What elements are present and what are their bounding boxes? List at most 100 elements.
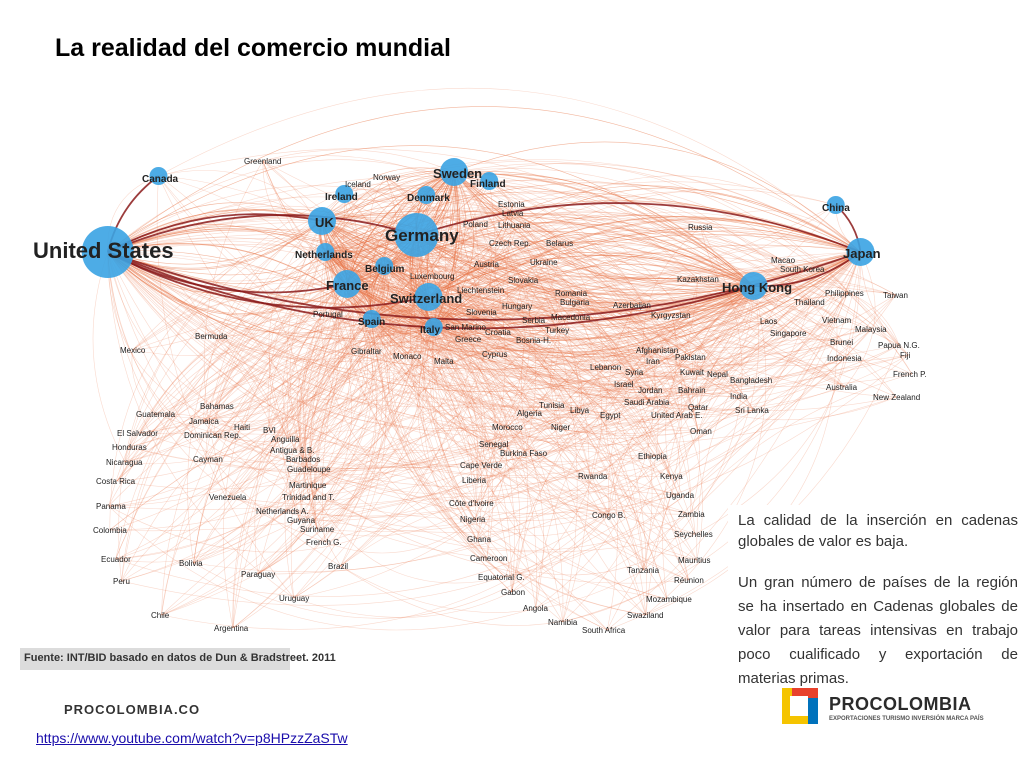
- network-edge: [416, 234, 681, 416]
- network-node-label: Austria: [474, 260, 499, 269]
- network-edge: [346, 266, 636, 373]
- network-edge: [416, 234, 872, 348]
- network-edge: [650, 285, 754, 391]
- network-node-label: Zambia: [678, 510, 705, 519]
- network-node-label: Ecuador: [101, 555, 131, 564]
- network-edge: [158, 148, 846, 388]
- network-edge: [139, 314, 372, 434]
- network-edge: [383, 207, 515, 267]
- network-edge: [203, 221, 861, 422]
- youtube-link[interactable]: https://www.youtube.com/watch?v=p8HPzzZa…: [36, 730, 348, 746]
- network-edge: [433, 326, 512, 593]
- network-edge: [433, 204, 836, 350]
- network-edge: [107, 251, 650, 409]
- network-edge: [346, 283, 693, 404]
- network-edge: [371, 171, 456, 320]
- network-edge: [476, 279, 531, 481]
- network-edge: [698, 285, 754, 408]
- network-node-label: Gibraltar: [351, 347, 382, 356]
- network-node-label: Japan: [843, 246, 881, 261]
- network-edge: [232, 296, 429, 629]
- network-edge: [302, 318, 372, 460]
- network-node-label: Haiti: [234, 423, 250, 432]
- network-node: [424, 318, 443, 336]
- network-edge: [140, 234, 417, 434]
- network-edge: [299, 326, 467, 521]
- network-edge: [346, 266, 655, 362]
- network-edge: [304, 171, 455, 530]
- network-edge: [433, 326, 846, 389]
- network-node-label: Singapore: [770, 329, 807, 338]
- network-edge: [287, 326, 434, 440]
- network-edge: [325, 251, 373, 320]
- network-edge: [371, 318, 609, 516]
- network-edge: [293, 251, 377, 599]
- logo-name: PROCOLOMBIA: [829, 694, 972, 714]
- network-edge: [416, 234, 655, 362]
- network-node-label: Luxembourg: [410, 272, 454, 281]
- network-node-label: Italy: [420, 325, 440, 336]
- network-edge: [313, 171, 455, 498]
- network-node-label: Ethiopia: [638, 452, 667, 461]
- network-edge: [635, 319, 837, 380]
- network-edge: [524, 329, 789, 454]
- network-edge: [214, 220, 323, 407]
- network-edge: [124, 251, 326, 463]
- network-edge: [453, 171, 545, 263]
- network-edge: [344, 160, 909, 356]
- network-node-label: Gabon: [501, 588, 525, 597]
- source-bar: [20, 648, 290, 670]
- network-edge: [698, 328, 872, 432]
- network-node-label: Mozambique: [646, 595, 692, 604]
- network-edge: [428, 288, 846, 388]
- network-edge: [232, 296, 429, 629]
- network-edge: [453, 171, 754, 287]
- network-edge: [717, 251, 861, 375]
- network-edge: [299, 283, 374, 521]
- network-edge: [428, 296, 671, 477]
- network-edge: [477, 485, 679, 540]
- network-edge: [346, 283, 517, 314]
- network-edge: [416, 234, 861, 279]
- network-node-label: Namibia: [548, 618, 578, 627]
- network-edge: [428, 296, 679, 496]
- network-edge: [154, 347, 718, 415]
- network-edge: [107, 251, 651, 432]
- network-edge: [433, 319, 651, 391]
- network-edge: [107, 251, 577, 355]
- network-edge: [346, 283, 900, 417]
- network-edge: [645, 285, 767, 616]
- network-edge: [107, 251, 636, 388]
- network-node-label: France: [326, 278, 369, 293]
- network-edge: [227, 469, 477, 504]
- network-node-label: Jordan: [638, 386, 662, 395]
- network-edge: [346, 283, 558, 336]
- network-node-label: Guadeloupe: [287, 465, 331, 474]
- network-edge: [262, 160, 326, 253]
- network-edge: [489, 180, 861, 288]
- network-edge: [294, 449, 691, 551]
- network-edge: [213, 279, 526, 436]
- network-edge: [227, 354, 909, 533]
- network-edge: [384, 265, 843, 368]
- network-edge: [320, 251, 478, 540]
- network-node-label: Tunisia: [539, 401, 565, 410]
- network-edge: [535, 251, 861, 609]
- network-node-label: Liberia: [462, 476, 487, 485]
- network-edge: [321, 184, 699, 280]
- network-edge: [116, 301, 578, 490]
- network-edge: [474, 514, 609, 536]
- network-edge: [370, 176, 386, 267]
- network-edge: [287, 234, 417, 440]
- network-edge: [154, 220, 323, 415]
- network-edge: [108, 505, 536, 631]
- network-edge: [156, 175, 294, 599]
- network-edge: [244, 318, 372, 428]
- network-edge: [325, 242, 561, 283]
- network-edge: [608, 389, 693, 516]
- network-node: [394, 213, 439, 257]
- logo-tagline: EXPORTACIONES TURISMO INVERSIÓN MARCA PA…: [829, 716, 984, 722]
- network-edge: [299, 304, 635, 521]
- network-node-label: Ireland: [325, 192, 358, 203]
- network-edge: [321, 220, 754, 296]
